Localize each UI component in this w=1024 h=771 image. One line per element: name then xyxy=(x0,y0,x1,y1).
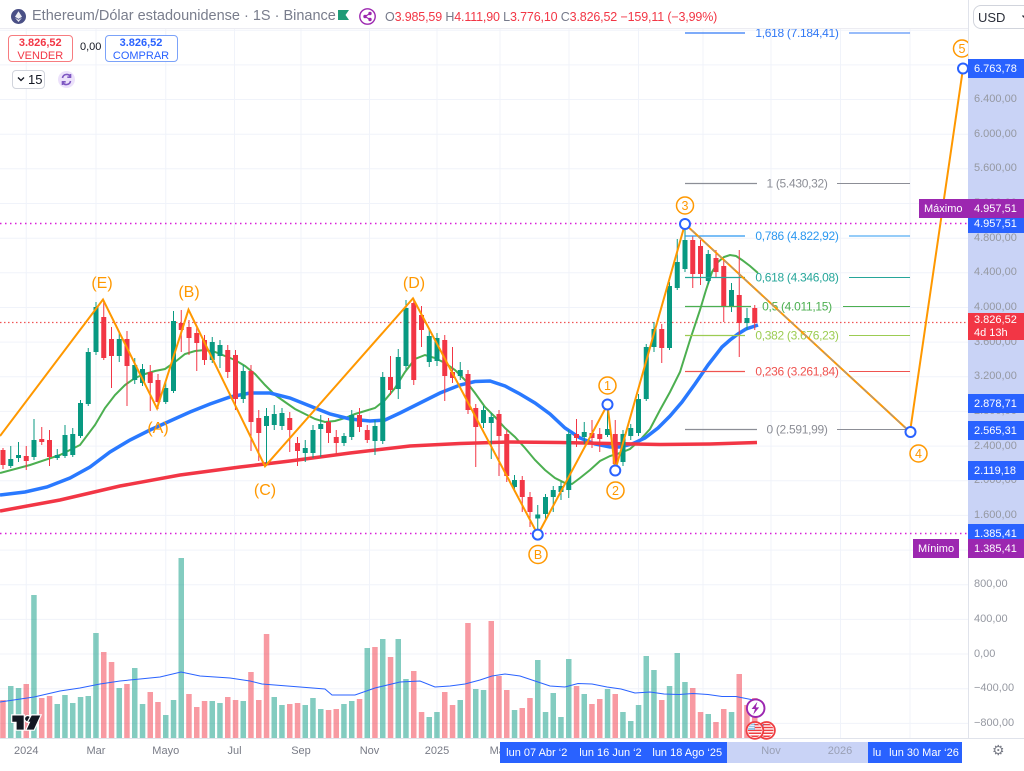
svg-text:0 (2.591,99): 0 (2.591,99) xyxy=(766,423,827,437)
svg-text:0,5 (4.011,15): 0,5 (4.011,15) xyxy=(762,300,832,314)
svg-text:1: 1 xyxy=(604,379,611,393)
svg-text:(C): (C) xyxy=(254,482,276,499)
svg-text:(A): (A) xyxy=(147,420,168,437)
svg-text:5: 5 xyxy=(959,42,966,56)
svg-text:0,382 (3.676,23): 0,382 (3.676,23) xyxy=(755,329,839,343)
svg-text:1,618 (7.184,41): 1,618 (7.184,41) xyxy=(755,26,839,40)
svg-text:B: B xyxy=(534,548,542,562)
svg-text:1 (5.430,32): 1 (5.430,32) xyxy=(766,177,827,191)
svg-text:(B): (B) xyxy=(178,284,199,301)
svg-text:0,786 (4.822,92): 0,786 (4.822,92) xyxy=(755,229,839,243)
svg-text:0,236 (3.261,84): 0,236 (3.261,84) xyxy=(755,365,839,379)
svg-text:(D): (D) xyxy=(403,275,425,292)
svg-text:3: 3 xyxy=(682,199,689,213)
svg-text:2: 2 xyxy=(612,484,619,498)
svg-text:4: 4 xyxy=(915,447,922,461)
svg-text:(E): (E) xyxy=(91,275,112,292)
svg-text:0,618 (4.346,08): 0,618 (4.346,08) xyxy=(755,271,839,285)
